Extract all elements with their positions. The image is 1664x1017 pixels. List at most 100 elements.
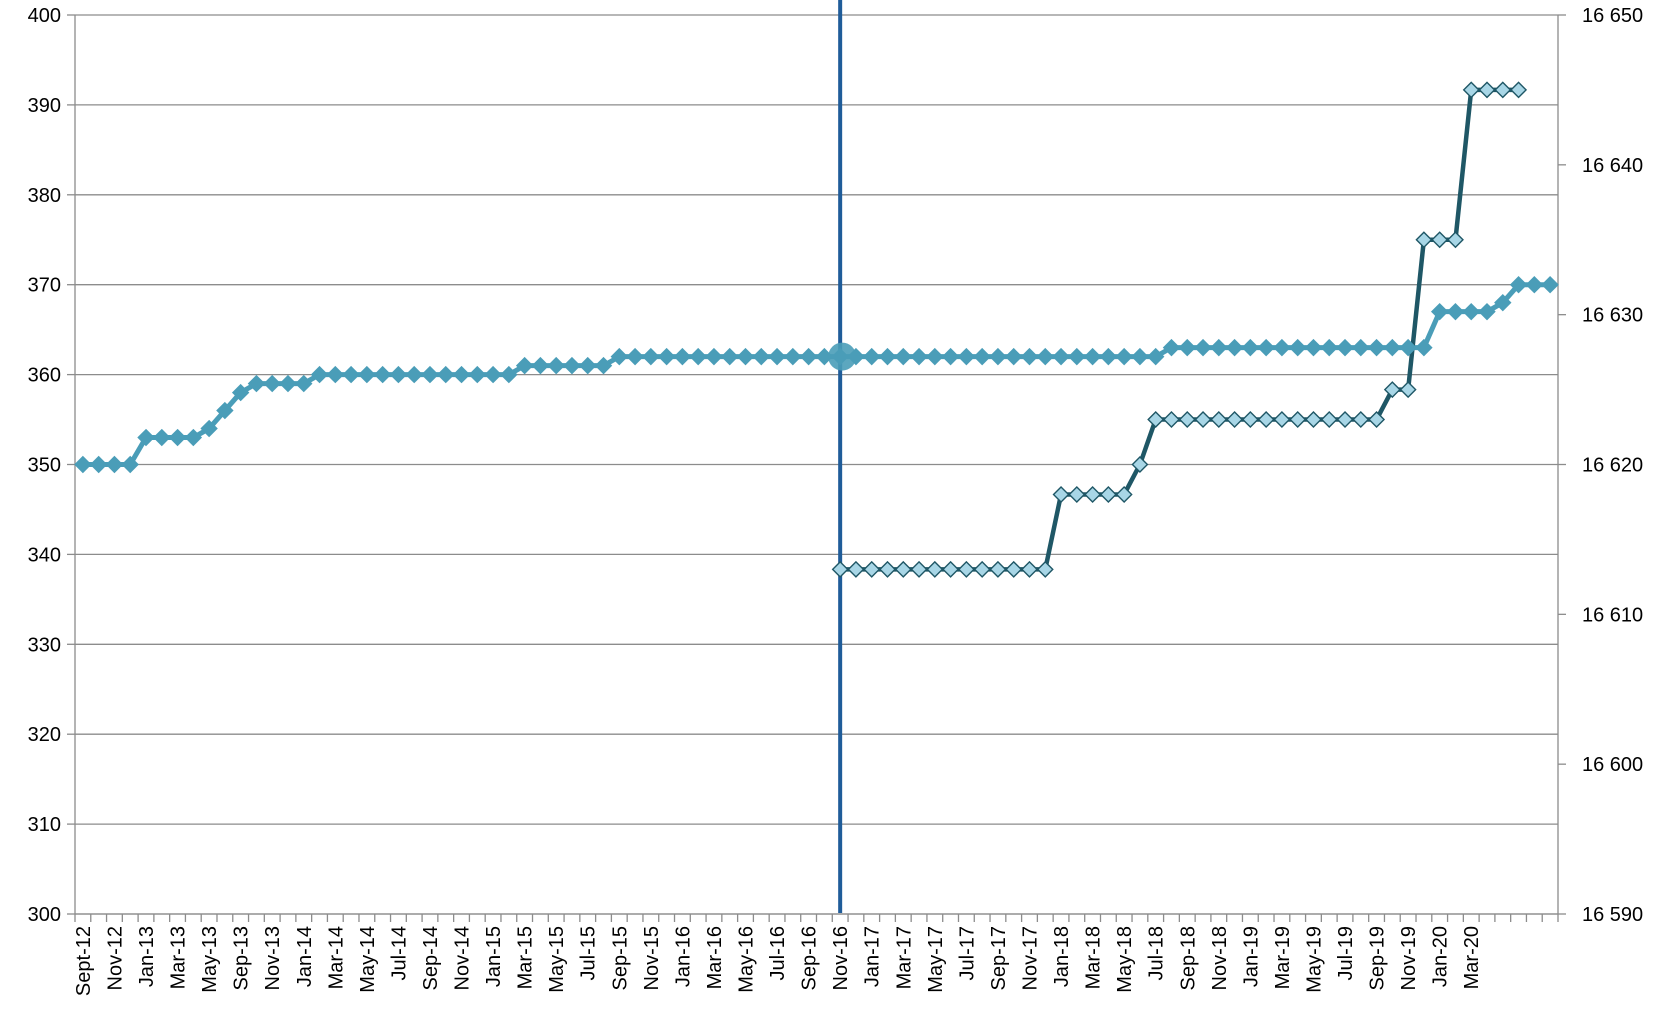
point-left [736,347,755,366]
x-tick-label: May-19 [1303,926,1325,993]
point-left [1430,302,1449,321]
y-left-tick-label: 300 [28,904,61,926]
point-left [168,428,187,447]
point-left [1020,347,1039,366]
point-left [216,401,234,420]
x-tick-label: Sep-19 [1367,926,1389,991]
point-left [1257,338,1275,357]
point-left [878,347,897,366]
point-right [1289,411,1307,429]
point-left [1352,338,1370,357]
point-left [342,365,360,384]
x-tick-label: Nov-19 [1398,926,1420,990]
point-left [957,347,976,366]
y-right-tick-label: 16 650 [1582,5,1643,27]
point-right [1147,411,1165,429]
point-right [1304,411,1322,429]
x-tick-label: Jan-17 [862,926,884,987]
point-left [1446,302,1465,321]
y-left-tick-label: 360 [28,365,61,387]
x-tick-label: Nov-12 [104,926,126,990]
x-tick-label: Jul-16 [767,926,789,980]
point-left [705,347,723,366]
x-tick-label: Jan-13 [136,926,158,987]
point-right [1415,231,1433,249]
x-tick-label: Mar-14 [325,926,347,989]
point-left [1131,347,1149,366]
x-tick-label: Jan-18 [1051,926,1073,987]
point-left [1099,347,1118,366]
point-right [1210,411,1228,429]
point-right [1320,411,1338,429]
point-left [894,347,912,366]
x-tick-label: Sep-16 [799,926,821,991]
point-right [973,560,991,578]
point-left [1241,338,1260,357]
point-right [1352,411,1370,429]
point-left [626,347,644,366]
point-left [358,365,376,384]
y-left-tick-label: 320 [28,724,61,746]
point-left [926,347,944,366]
gridlines [75,14,1558,915]
point-left [247,374,266,393]
point-left [1225,338,1244,357]
point-left [137,428,155,447]
point-left [531,356,550,375]
point-left [547,356,565,375]
point-left [863,347,881,366]
point-left [74,455,92,474]
point-left [1005,347,1023,366]
x-tick-label: Mar-13 [168,926,190,989]
x-tick-label: Mar-18 [1083,926,1105,989]
point-left [1320,338,1338,357]
x-tick-label: Nov-14 [452,926,474,990]
point-left [1399,338,1417,357]
point-left [768,347,786,366]
point-right [1020,560,1038,578]
x-tick-label: Sep-15 [609,926,631,991]
point-left [1494,293,1512,312]
x-tick-label: Sept-12 [73,926,95,996]
y-right-tick-label: 16 610 [1582,604,1643,626]
point-right [1510,81,1528,99]
point-left [105,455,124,474]
point-right [1446,231,1464,249]
y-left-tick-label: 340 [28,544,61,566]
point-right [1131,456,1149,473]
point-left [200,419,218,438]
x-tick-label: Jan-20 [1430,926,1452,987]
y-right-tick-label: 16 600 [1582,754,1643,776]
point-left [484,365,502,384]
point-left [1541,275,1559,294]
x-tick-label: Jul-19 [1335,926,1357,980]
point-left [1336,338,1354,357]
point-left [1304,338,1323,357]
x-tick-label: Jan-16 [672,926,694,987]
x-tick-label: Sep-14 [420,926,442,991]
point-right [1399,381,1417,399]
point-left [579,356,597,375]
point-right [1383,381,1401,399]
series-line-right [840,87,1519,572]
point-left [295,374,313,393]
point-right [894,560,912,578]
point-left [1273,338,1291,357]
point-left [373,365,392,384]
point-left [1178,338,1196,357]
point-right [1241,411,1259,429]
point-right [1368,411,1386,429]
point-left [1052,347,1070,366]
point-left [799,347,818,366]
y-right-tick-label: 16 630 [1582,305,1643,327]
point-right [1194,411,1212,429]
point-left [1288,338,1307,357]
point-right [989,560,1007,578]
y-right-tick-label: 16 590 [1582,904,1643,926]
x-tick-label: Mar-15 [515,926,537,989]
point-left [721,347,739,366]
x-tick-label: Nov-15 [641,926,663,990]
point-left [1367,338,1386,357]
point-left [1210,338,1228,357]
